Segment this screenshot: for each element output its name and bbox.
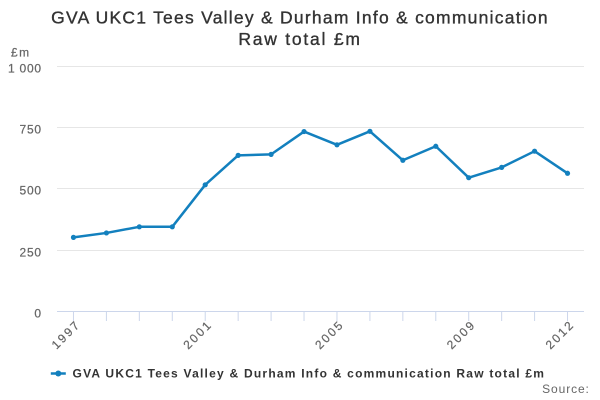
svg-text:Source:: Source: — [542, 382, 590, 396]
svg-text:500: 500 — [20, 183, 42, 197]
svg-text:£m: £m — [11, 46, 30, 60]
svg-text:Raw total £m: Raw total £m — [238, 29, 361, 49]
svg-text:GVA UKC1 Tees Valley & Durham: GVA UKC1 Tees Valley & Durham Info & com… — [51, 7, 549, 27]
svg-text:GVA UKC1 Tees Valley & Durham: GVA UKC1 Tees Valley & Durham Info & com… — [73, 367, 546, 381]
svg-text:0: 0 — [34, 306, 41, 320]
svg-text:750: 750 — [20, 122, 42, 136]
svg-text:1 000: 1 000 — [8, 61, 42, 75]
svg-text:250: 250 — [20, 245, 42, 259]
